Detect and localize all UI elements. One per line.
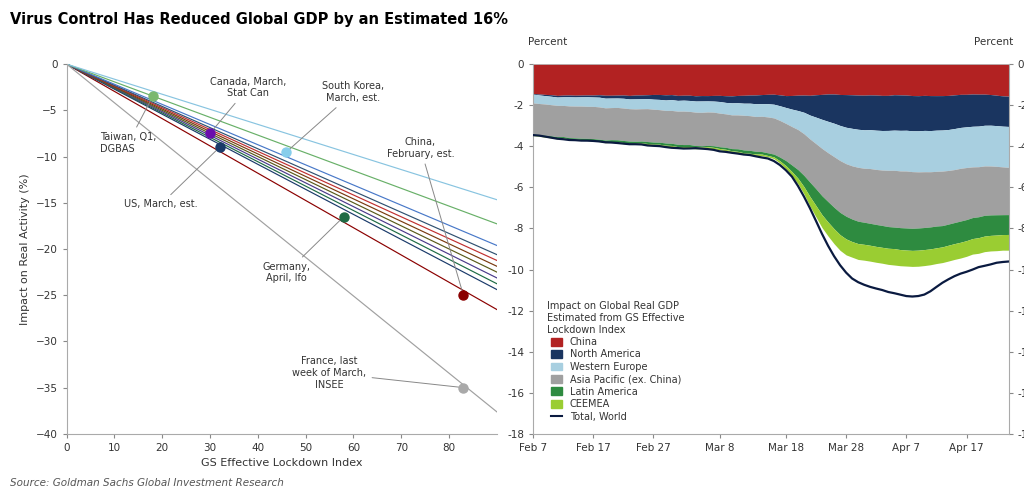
- Text: Germany,
April, Ifo: Germany, April, Ifo: [262, 218, 342, 283]
- Text: Taiwan, Q1,
DGBAS: Taiwan, Q1, DGBAS: [100, 99, 157, 154]
- Text: Source: Goldman Sachs Global Investment Research: Source: Goldman Sachs Global Investment …: [10, 478, 284, 488]
- Text: Canada, March,
Stat Can: Canada, March, Stat Can: [210, 77, 287, 131]
- Text: France, last
week of March,
INSEE: France, last week of March, INSEE: [293, 356, 461, 389]
- Y-axis label: Impact on Real Activity (%): Impact on Real Activity (%): [20, 173, 30, 325]
- Text: Percent: Percent: [528, 37, 567, 47]
- Legend: China, North America, Western Europe, Asia Pacific (ex. China), Latin America, C: China, North America, Western Europe, As…: [548, 301, 685, 422]
- Text: China,
February, est.: China, February, est.: [386, 137, 463, 292]
- Text: Percent: Percent: [974, 37, 1014, 47]
- Text: South Korea,
March, est.: South Korea, March, est.: [289, 81, 384, 150]
- Text: US, March, est.: US, March, est.: [124, 149, 217, 210]
- Text: Virus Control Has Reduced Global GDP by an Estimated 16%: Virus Control Has Reduced Global GDP by …: [10, 12, 508, 27]
- X-axis label: GS Effective Lockdown Index: GS Effective Lockdown Index: [201, 458, 362, 468]
